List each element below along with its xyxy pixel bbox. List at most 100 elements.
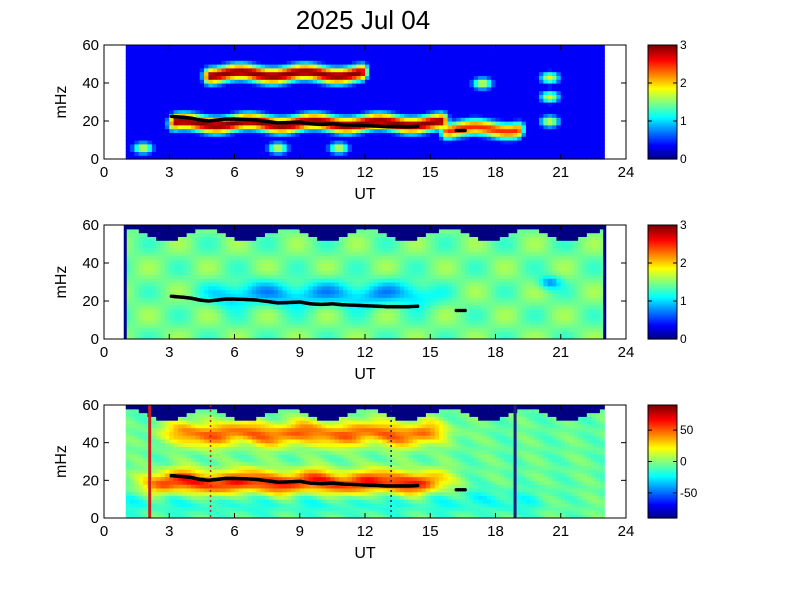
heatmap-cell [278, 102, 283, 107]
heatmap-cell [308, 293, 314, 298]
heatmap-cell [191, 331, 196, 336]
heatmap-cell [173, 143, 179, 149]
heatmap-cell [243, 247, 249, 253]
heatmap-cell [286, 147, 292, 152]
heatmap-cell [147, 293, 153, 298]
heatmap-cell [356, 86, 362, 92]
heatmap-cell [147, 266, 153, 272]
heatmap-cell [264, 94, 270, 99]
heatmap-cell [317, 266, 323, 272]
heatmap-cell [434, 64, 440, 69]
heatmap-cell [491, 109, 497, 114]
heatmap-cell [378, 128, 383, 133]
heatmap-cell [504, 98, 510, 103]
heatmap-cell [482, 98, 488, 103]
heatmap-cell [273, 155, 279, 160]
heatmap-cell [164, 109, 170, 114]
heatmap-cell [169, 147, 175, 152]
heatmap-cell [156, 297, 162, 302]
heatmap-cell [147, 270, 153, 275]
heatmap-cell [138, 335, 144, 340]
heatmap-cell [395, 71, 401, 76]
heatmap-cell [160, 102, 166, 107]
heatmap-cell [338, 60, 344, 65]
heatmap-cell [177, 270, 183, 275]
heatmap-cell [452, 94, 457, 99]
heatmap-cell [547, 60, 553, 65]
heatmap-cell [191, 140, 196, 145]
heatmap-cell [425, 102, 431, 107]
heatmap-cell [512, 105, 518, 111]
heatmap-cell [434, 140, 440, 145]
colorbar-segment [648, 114, 677, 117]
heatmap-cell [125, 293, 131, 298]
heatmap-cell [169, 136, 175, 141]
heatmap-cell [460, 140, 466, 145]
y-tick-label: 20 [82, 113, 99, 130]
heatmap-cell [582, 113, 588, 118]
heatmap-cell [225, 45, 231, 50]
heatmap-cell [256, 83, 262, 88]
heatmap-cell [130, 71, 136, 76]
heatmap-cell [273, 105, 279, 111]
heatmap-cell [177, 335, 183, 340]
heatmap-cell [360, 121, 366, 126]
heatmap-cell [260, 274, 266, 279]
heatmap-cell [378, 136, 383, 141]
heatmap-cell [138, 109, 144, 114]
heatmap-cell [404, 56, 410, 61]
heatmap-cell [434, 136, 440, 141]
heatmap-cell [243, 225, 249, 230]
heatmap-cell [238, 147, 244, 152]
heatmap-cell [273, 236, 279, 241]
colorbar-segment [648, 62, 677, 66]
heatmap-cell [508, 155, 514, 160]
heatmap-cell [295, 124, 301, 130]
heatmap-cell [495, 79, 501, 84]
heatmap-cell [164, 140, 170, 145]
heatmap-cell [282, 98, 288, 103]
heatmap-cell [495, 56, 501, 61]
heatmap-cell [595, 83, 601, 88]
heatmap-cell [282, 293, 288, 298]
heatmap-cell [212, 71, 218, 76]
heatmap-cell [356, 132, 362, 137]
heatmap-cell [308, 124, 314, 130]
heatmap-cell [465, 117, 470, 122]
heatmap-cell [317, 140, 323, 145]
heatmap-cell [443, 132, 449, 137]
heatmap-cell [434, 113, 440, 118]
heatmap-cell [565, 64, 571, 69]
heatmap-cell [251, 263, 257, 268]
heatmap-cell [151, 289, 157, 294]
heatmap-cell [417, 109, 423, 114]
heatmap-cell [378, 132, 383, 137]
heatmap-cell [534, 147, 540, 152]
heatmap-cell [260, 136, 266, 141]
heatmap-cell [264, 263, 270, 268]
heatmap-cell [430, 52, 436, 57]
heatmap-cell [186, 278, 192, 283]
heatmap-cell [247, 331, 253, 336]
heatmap-cell [399, 83, 405, 88]
heatmap-cell [269, 244, 275, 249]
heatmap-cell [221, 323, 227, 329]
heatmap-cell [238, 263, 244, 268]
heatmap-cell [586, 48, 592, 54]
heatmap-cell [547, 124, 553, 130]
heatmap-cell [434, 86, 440, 92]
heatmap-cell [130, 228, 136, 234]
heatmap-cell [164, 128, 170, 133]
heatmap-cell [230, 60, 236, 65]
heatmap-cell [308, 132, 314, 137]
heatmap-cell [552, 113, 557, 118]
heatmap-cell [443, 143, 449, 149]
heatmap-cell [473, 48, 479, 54]
heatmap-cell [469, 140, 475, 145]
heatmap-cell [351, 94, 357, 99]
heatmap-cell [230, 251, 236, 256]
heatmap-cell [138, 255, 144, 260]
heatmap-cell [125, 289, 131, 294]
heatmap-cell [156, 86, 162, 92]
heatmap-cell [130, 83, 136, 88]
